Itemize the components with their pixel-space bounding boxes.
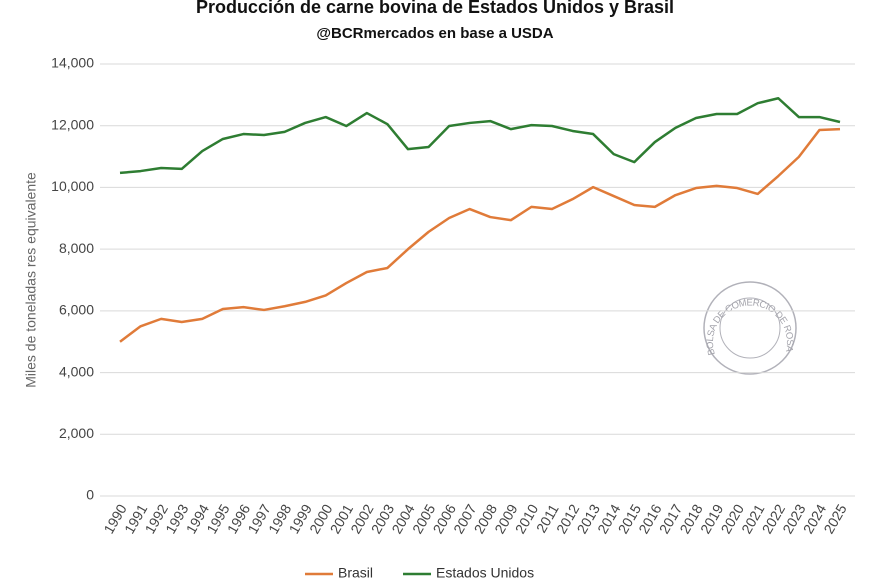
y-tick-label: 6,000 xyxy=(59,302,94,318)
legend-label: Brasil xyxy=(338,565,373,580)
y-tick-label: 12,000 xyxy=(51,116,94,132)
series-line xyxy=(119,97,841,175)
y-tick-label: 8,000 xyxy=(59,240,94,256)
y-tick-label: 14,000 xyxy=(51,55,94,71)
x-tick-label: 2025 xyxy=(820,501,850,536)
chart-title: Producción de carne bovina de Estados Un… xyxy=(196,0,674,17)
chart-subtitle: @BCRmercados en base a USDA xyxy=(316,25,553,42)
watermark-text: BOLSA DE COMERCIO DE ROSARIO xyxy=(0,0,795,356)
watermark-ring xyxy=(703,281,797,375)
series-line xyxy=(119,127,841,343)
y-tick-label: 0 xyxy=(86,487,94,503)
y-tick-label: 2,000 xyxy=(59,425,94,441)
y-axis-label: Miles de toneladas res equivalente xyxy=(23,172,39,388)
watermark-inner xyxy=(719,297,781,359)
watermark-path: BOLSA DE COMERCIO DE ROSARIO xyxy=(0,0,795,356)
y-tick-label: 4,000 xyxy=(59,363,94,379)
legend-label: Estados Unidos xyxy=(436,565,534,580)
y-tick-label: 10,000 xyxy=(51,178,94,194)
